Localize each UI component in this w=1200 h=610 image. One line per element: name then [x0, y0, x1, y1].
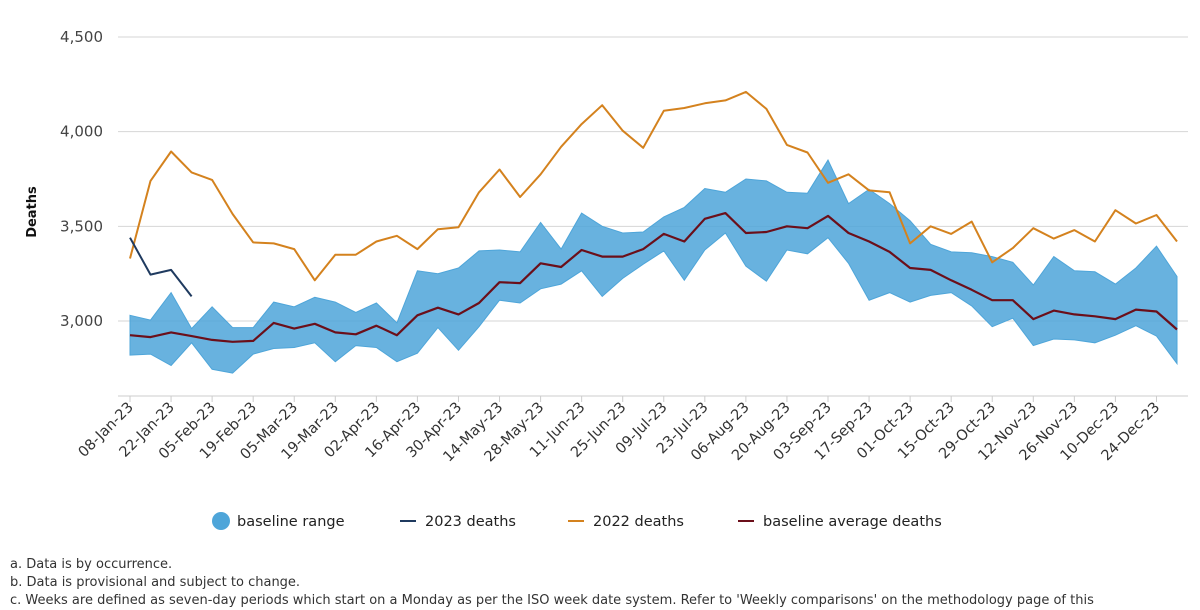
deaths-line-chart: 4,500 4,000 3,500 3,000 Deaths 08-Jan-2322-… — [25, 28, 1188, 530]
chart-legend: baseline range 2023 deaths 2022 deaths base… — [212, 512, 942, 530]
x-axis-ticks: 08-Jan-2322-Jan-2305-Feb-2319-Feb-2305-M… — [76, 396, 1163, 465]
deaths-2023-line — [129, 237, 193, 298]
legend-label: baseline average deaths — [763, 514, 942, 530]
y-tick-label: 4,500 — [60, 28, 103, 46]
y-axis-ticks: 4,500 4,000 3,500 3,000 — [60, 28, 103, 330]
y-tick-label: 3,000 — [60, 312, 103, 330]
legend-label: baseline range — [237, 514, 345, 530]
footnotes: a. Data is by occurrence. b. Data is pro… — [10, 556, 1094, 610]
footnote: c. Weeks are defined as seven-day period… — [10, 593, 1094, 608]
footnote: a. Data is by occurrence. — [10, 557, 173, 572]
y-tick-label: 3,500 — [60, 217, 103, 235]
baseline-average-line — [129, 212, 1178, 343]
series-lines — [129, 90, 1178, 343]
baseline-range-band — [129, 159, 1178, 374]
legend-label: 2023 deaths — [425, 514, 516, 530]
y-tick-label: 4,000 — [60, 123, 103, 141]
baseline-range-area — [129, 159, 1178, 374]
deaths-2022-line — [129, 90, 1178, 282]
legend-marker-circle — [212, 512, 230, 530]
y-axis-label: Deaths — [25, 186, 40, 238]
legend-label: 2022 deaths — [593, 514, 684, 530]
footnote: b. Data is provisional and subject to ch… — [10, 575, 301, 590]
